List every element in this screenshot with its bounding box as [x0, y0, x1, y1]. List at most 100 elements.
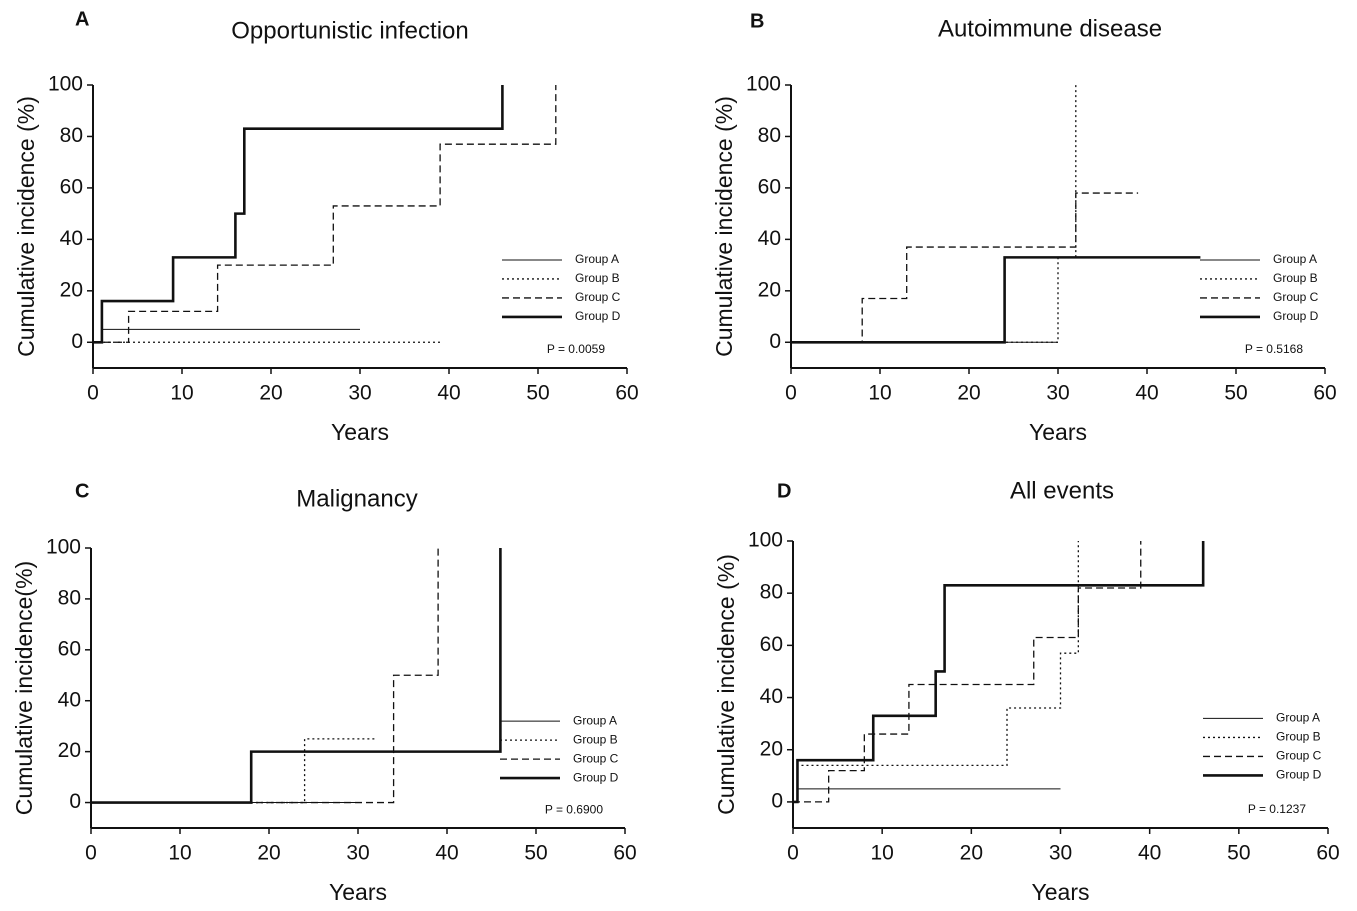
step-line	[91, 738, 376, 804]
y-axis-label: Cumulative incidence (%)	[711, 96, 737, 357]
y-tick-label: 20	[760, 737, 783, 760]
y-tick-label: 60	[60, 175, 83, 198]
y-tick-label: 60	[58, 637, 81, 660]
legend-label: Group B	[573, 732, 618, 746]
x-tick-label: 20	[957, 382, 980, 405]
step-line	[791, 85, 1077, 343]
y-tick-label: 0	[769, 330, 781, 353]
legend-label: Group C	[1273, 290, 1319, 304]
y-tick-label: 100	[748, 529, 783, 552]
p-value: P = 0.6900	[545, 802, 603, 816]
x-tick-label: 60	[613, 842, 636, 865]
y-tick-label: 80	[760, 581, 783, 604]
y-tick-label: 80	[58, 586, 81, 609]
legend-label: Group A	[1276, 711, 1320, 725]
x-tick-label: 50	[524, 842, 547, 865]
x-tick-label: 50	[526, 382, 549, 405]
x-tick-label: 40	[437, 382, 460, 405]
legend-label: Group C	[573, 751, 619, 765]
step-line	[793, 541, 1205, 804]
x-tick-label: 0	[785, 382, 797, 405]
p-value: P = 0.1237	[1248, 802, 1306, 816]
y-tick-label: 60	[758, 175, 781, 198]
x-tick-label: 10	[170, 382, 193, 405]
y-tick-label: 100	[48, 73, 83, 96]
y-tick-label: 20	[60, 278, 83, 301]
y-tick-label: 0	[71, 330, 83, 353]
y-tick-label: 20	[58, 739, 81, 762]
legend-label: Group D	[575, 309, 621, 323]
y-tick-label: 60	[760, 633, 783, 656]
panel-title: Malignancy	[296, 485, 417, 512]
step-line	[91, 548, 502, 804]
y-axis-label: Cumulative incidence(%)	[11, 561, 37, 815]
y-tick-label: 0	[771, 789, 783, 812]
legend-label: Group D	[1276, 768, 1322, 782]
x-axis-label: Years	[1032, 879, 1090, 905]
legend-label: Group D	[573, 770, 619, 784]
legend-label: Group D	[1273, 309, 1319, 323]
step-line	[793, 541, 1142, 803]
step-line	[93, 85, 504, 344]
y-tick-label: 40	[58, 688, 81, 711]
x-axis-label: Years	[331, 419, 389, 445]
y-tick-label: 100	[746, 73, 781, 96]
legend-label: Group C	[1276, 749, 1322, 763]
x-tick-label: 20	[257, 842, 280, 865]
step-line	[93, 85, 557, 343]
x-tick-label: 40	[435, 842, 458, 865]
x-tick-label: 30	[1046, 382, 1069, 405]
step-line	[91, 548, 439, 804]
x-tick-label: 50	[1224, 382, 1247, 405]
y-tick-label: 20	[758, 278, 781, 301]
x-tick-label: 40	[1135, 382, 1158, 405]
x-tick-label: 0	[85, 842, 97, 865]
step-line	[791, 256, 1201, 344]
y-tick-label: 40	[760, 685, 783, 708]
panel-letter: B	[750, 10, 764, 32]
y-tick-label: 100	[46, 536, 81, 559]
x-tick-label: 10	[168, 842, 191, 865]
x-tick-label: 20	[259, 382, 282, 405]
panel-title: All events	[1010, 477, 1114, 504]
legend-label: Group A	[573, 713, 617, 727]
step-line	[791, 192, 1139, 343]
x-tick-label: 10	[868, 382, 891, 405]
legend-label: Group C	[575, 290, 621, 304]
p-value: P = 0.0059	[547, 342, 605, 356]
panel-letter: C	[75, 480, 89, 502]
x-tick-label: 20	[960, 842, 983, 865]
legend-label: Group A	[1273, 252, 1317, 266]
y-axis-label: Cumulative incidence (%)	[713, 554, 739, 815]
x-tick-label: 40	[1138, 842, 1161, 865]
legend-label: Group B	[1273, 271, 1318, 285]
y-axis-label: Cumulative incidence (%)	[13, 96, 39, 357]
y-tick-label: 0	[69, 790, 81, 813]
panel-title: Opportunistic infection	[231, 17, 468, 44]
step-line	[93, 328, 360, 343]
legend-label: Group B	[1276, 730, 1321, 744]
y-tick-label: 40	[60, 227, 83, 250]
y-tick-label: 80	[60, 124, 83, 147]
x-tick-label: 30	[346, 842, 369, 865]
x-tick-label: 0	[87, 382, 99, 405]
y-tick-label: 40	[758, 227, 781, 250]
x-axis-label: Years	[1029, 419, 1087, 445]
x-tick-label: 60	[1313, 382, 1336, 405]
panel-title: Autoimmune disease	[938, 15, 1162, 42]
x-tick-label: 10	[870, 842, 893, 865]
legend-label: Group A	[575, 252, 619, 266]
x-tick-label: 30	[348, 382, 371, 405]
panel-letter: D	[777, 480, 791, 502]
x-tick-label: 60	[615, 382, 638, 405]
p-value: P = 0.5168	[1245, 342, 1303, 356]
y-tick-label: 80	[758, 124, 781, 147]
x-tick-label: 50	[1227, 842, 1250, 865]
x-axis-label: Years	[329, 879, 387, 905]
step-line	[793, 788, 1061, 803]
legend-label: Group B	[575, 271, 620, 285]
x-tick-label: 30	[1049, 842, 1072, 865]
x-tick-label: 0	[787, 842, 799, 865]
x-tick-label: 60	[1316, 842, 1339, 865]
